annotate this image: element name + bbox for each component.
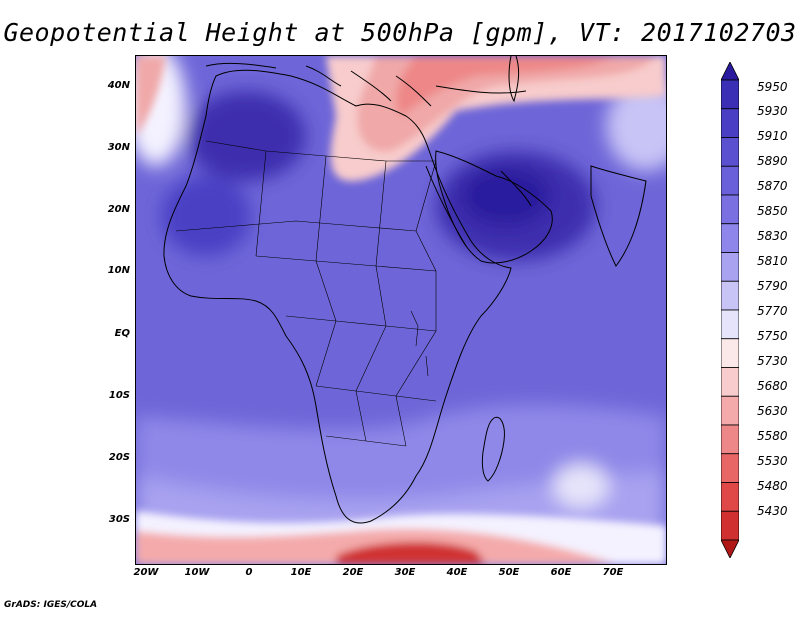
colorbar-swatch-5950 [721,62,739,81]
border-vertical-2 [315,155,337,387]
high-arabia-core [461,166,551,226]
border-vertical-1 [255,150,267,257]
colorbar-swatch-5770 [721,309,739,340]
colorbar-label-5830: 5830 [757,229,788,243]
lon-label-60e: 60E [550,567,572,578]
red-sea-coastline [425,165,467,247]
colorbar-swatch-5930 [721,79,739,110]
med-trough-core [396,56,616,116]
colorbar-label-5680: 5680 [757,379,788,393]
lon-label-0: 0 [245,567,253,578]
colorbar-label-5630: 5630 [757,404,788,418]
colorbar-swatch-5530 [721,482,739,512]
border-lakes [410,310,429,377]
border-vertical-3 [355,160,387,442]
colorbar-label-5580: 5580 [757,429,788,443]
lat-label-eq: EQ [114,328,130,339]
india-coastline [590,165,647,267]
colorbar-swatch-5830 [721,223,739,253]
colorbar-swatch-5680 [721,395,739,426]
coastlines [163,56,647,524]
lon-label-30e: 30E [394,567,416,578]
colorbar-label-5480: 5480 [757,479,788,493]
colorbar-swatch-5810 [721,252,739,282]
lat-label-20s: 20S [108,452,130,463]
colorbar-swatch-5890 [721,137,739,167]
colorbar [721,62,739,558]
colorbar-label-5750: 5750 [757,329,788,343]
lon-label-10e: 10E [290,567,312,578]
map-title: Geopotential Height at 500hPa [gpm], VT:… [3,18,797,47]
lat-label-30s: 30S [108,514,130,525]
colorbar-label-5870: 5870 [757,179,788,193]
grads-credit: GrADS: IGES/COLA [4,600,98,610]
lat-label-10s: 10S [108,390,130,401]
lon-label-20w: 20W [133,567,159,578]
colorbar-label-5770: 5770 [757,304,788,318]
colorbar-swatch-5870 [721,165,739,196]
light-ne-asia [606,81,666,171]
border-south [315,385,437,402]
colorbar-swatch-5750 [721,338,739,368]
colorbar-label-5790: 5790 [757,279,788,293]
lon-label-40e: 40E [446,567,468,578]
colorbar-label-5850: 5850 [757,204,788,218]
border-sahel [175,220,417,232]
colorbar-swatch-5730 [721,367,739,397]
colorbar-label-5890: 5890 [757,154,788,168]
lon-label-50e: 50E [498,567,520,578]
border-vertical-4 [395,160,437,447]
madagascar-coastline [481,416,505,482]
colorbar-label-5930: 5930 [757,104,788,118]
colorbar-swatch-5480 [721,510,739,541]
colorbar-label-5910: 5910 [757,129,788,143]
south-trough-core [336,541,486,564]
colorbar-label-5430: 5430 [757,504,788,518]
colorbar-swatch-5430 [721,539,739,558]
colorbar-label-5950: 5950 [757,80,788,94]
border-central [255,255,437,272]
africa-coastline [163,69,512,524]
arabia-coastline [435,150,553,264]
lat-label-10n: 10N [107,265,130,276]
lat-label-20n: 20N [107,204,130,215]
colorbar-swatch-5630 [721,424,739,455]
lat-label-30n: 30N [107,142,130,153]
colorbar-swatch-5580 [721,453,739,483]
europe-coastline [205,62,527,107]
lon-label-20e: 20E [342,567,364,578]
persian-gulf-coastline [500,170,532,207]
high-w-sahara [161,176,251,256]
colorbar-swatch-5850 [721,194,739,225]
border-equatorial [285,315,437,332]
colorbar-label-5810: 5810 [757,254,788,268]
lat-label-40n: 40N [107,80,130,91]
country-borders [175,140,437,447]
map-panel[interactable] [135,55,667,565]
colorbar-label-5530: 5530 [757,454,788,468]
high-nw-africa [186,91,306,181]
map-plot [136,56,666,564]
nw-corner-red [136,56,166,136]
colorbar-swatch-5910 [721,108,739,138]
light-patch-indian-ocean [553,464,609,508]
colorbar-swatch-5790 [721,280,739,311]
lon-label-10w: 10W [184,567,210,578]
caspian-coastline [508,56,520,103]
lon-label-70e: 70E [602,567,624,578]
colorbar-label-5730: 5730 [757,354,788,368]
